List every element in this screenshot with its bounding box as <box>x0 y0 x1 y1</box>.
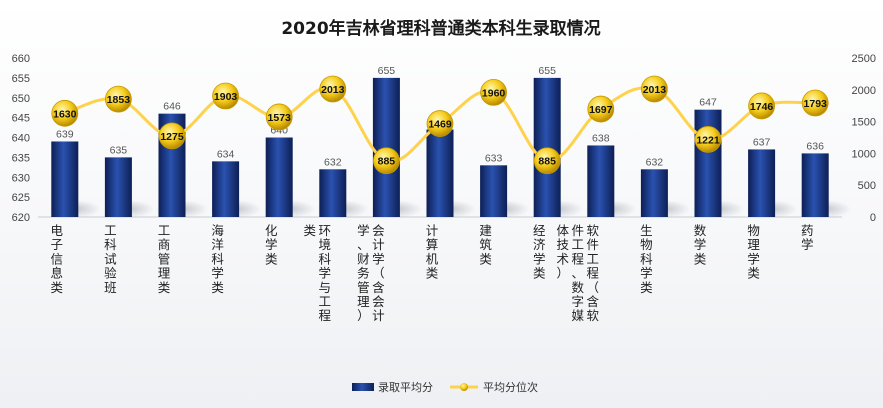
y-left-tick-label: 645 <box>12 113 30 125</box>
y-left-tick-label: 630 <box>12 172 30 184</box>
bar-data-label: 655 <box>378 65 396 77</box>
bar-data-label: 632 <box>646 156 664 168</box>
line-marker <box>105 85 132 113</box>
line-data-label: 1903 <box>214 91 238 103</box>
line-data-label: 1221 <box>696 134 720 146</box>
line-marker <box>480 78 508 106</box>
y-right-tick-label: 2000 <box>852 85 876 97</box>
category-label: 物理学类 <box>747 223 760 281</box>
bar <box>51 141 79 217</box>
line-data-label: 885 <box>378 156 396 168</box>
category-label: 会计学（含会计学、财务管理） <box>357 223 385 323</box>
legend-bar-label: 录取平均分 <box>378 381 433 394</box>
line-marker <box>801 89 829 117</box>
category-label: 工商管理类 <box>158 223 171 295</box>
y-left-tick-label: 635 <box>12 152 30 164</box>
line-marker <box>533 147 561 175</box>
line-series: 1630 1853 1275 1903 1573 2013 885 1469 1960 885 16… <box>51 75 829 175</box>
y-right-tick-label: 2500 <box>852 53 876 65</box>
y-left-tick-label: 625 <box>12 192 30 204</box>
bar-data-label: 633 <box>485 152 503 164</box>
bar-data-label: 646 <box>163 101 181 113</box>
category-labels: 电子信息类 工科试验班 工商管理类 海洋科学类 化学类 环境科学与工程类 会计学（含会计学、… <box>51 223 814 323</box>
category-label: 数学类 <box>694 223 707 266</box>
bar-data-label: 655 <box>538 65 556 77</box>
bar <box>104 157 132 217</box>
category-label: 计算机类 <box>426 223 439 281</box>
bar <box>748 149 776 217</box>
category-label: 环境科学与工程类 <box>304 223 332 323</box>
y-right-tick-label: 500 <box>858 180 876 192</box>
chart-title: 2020年吉林省理科普通类本科生录取情况 <box>281 18 600 39</box>
line-data-label: 885 <box>538 156 556 168</box>
line-data-label: 1275 <box>160 131 184 143</box>
line-marker <box>641 75 668 103</box>
legend-bar-swatch <box>352 383 374 391</box>
line-marker <box>158 122 186 150</box>
line-data-label: 2013 <box>321 84 345 96</box>
bar <box>640 169 668 217</box>
line-marker <box>426 110 454 137</box>
bar <box>319 169 347 217</box>
bar <box>480 165 508 217</box>
line-marker <box>694 125 722 153</box>
category-label: 海洋科学类 <box>211 223 224 295</box>
bar <box>801 153 829 217</box>
legend-line-marker <box>460 383 468 391</box>
line-marker <box>51 99 79 127</box>
category-label: 工科试验班 <box>104 223 117 295</box>
y-left-tick-label: 620 <box>12 212 30 224</box>
line-data-label: 1960 <box>482 87 506 99</box>
line-marker <box>212 82 240 110</box>
line-data-label: 1853 <box>107 94 131 106</box>
category-label: 建筑类 <box>479 223 492 266</box>
category-label: 药学 <box>801 223 814 252</box>
category-label: 软件工程（含软件工程、数字媒体技术） <box>557 223 600 323</box>
bar-data-label: 632 <box>324 156 342 168</box>
line-data-label: 1573 <box>268 112 292 124</box>
line-marker <box>748 92 775 120</box>
bar-data-label: 636 <box>806 140 824 152</box>
line-marker <box>265 103 293 131</box>
category-label: 生物科学类 <box>640 223 653 295</box>
line-marker <box>372 147 400 175</box>
y-right-tick-label: 0 <box>870 212 876 224</box>
category-label: 经济学类 <box>533 223 546 281</box>
bar <box>426 129 454 217</box>
y-left-tick-label: 650 <box>12 93 30 105</box>
y-left-tick-label: 655 <box>12 73 30 85</box>
legend: 录取平均分 平均分位次 <box>352 380 538 394</box>
legend-line-label: 平均分位次 <box>483 380 538 394</box>
line-data-label: 1469 <box>428 119 452 131</box>
line-marker <box>319 75 347 103</box>
right-axis: 0 500 1000 1500 2000 2500 <box>852 53 876 224</box>
bar-data-label: 634 <box>217 148 235 160</box>
line-data-label: 1697 <box>589 104 613 116</box>
bar-data-label: 647 <box>699 97 717 109</box>
line-data-label: 1793 <box>804 98 828 110</box>
bar <box>587 145 615 217</box>
y-left-tick-label: 660 <box>12 53 30 65</box>
bar-data-label: 635 <box>110 144 128 156</box>
bar <box>212 161 240 217</box>
line-marker <box>587 95 615 123</box>
y-right-tick-label: 1000 <box>852 148 876 160</box>
line-data-label: 1746 <box>750 101 774 113</box>
y-right-tick-label: 1500 <box>852 117 876 129</box>
line-data-label: 2013 <box>643 84 667 96</box>
category-label: 电子信息类 <box>51 223 64 295</box>
line-data-label: 1630 <box>53 108 77 120</box>
bar-data-label: 638 <box>592 132 610 144</box>
category-label: 化学类 <box>265 223 278 266</box>
bar-data-label: 639 <box>56 128 74 140</box>
y-left-tick-label: 640 <box>12 133 30 145</box>
bar <box>694 109 722 217</box>
bar-data-label: 637 <box>753 136 771 148</box>
bars <box>51 77 829 217</box>
bar <box>265 137 293 217</box>
